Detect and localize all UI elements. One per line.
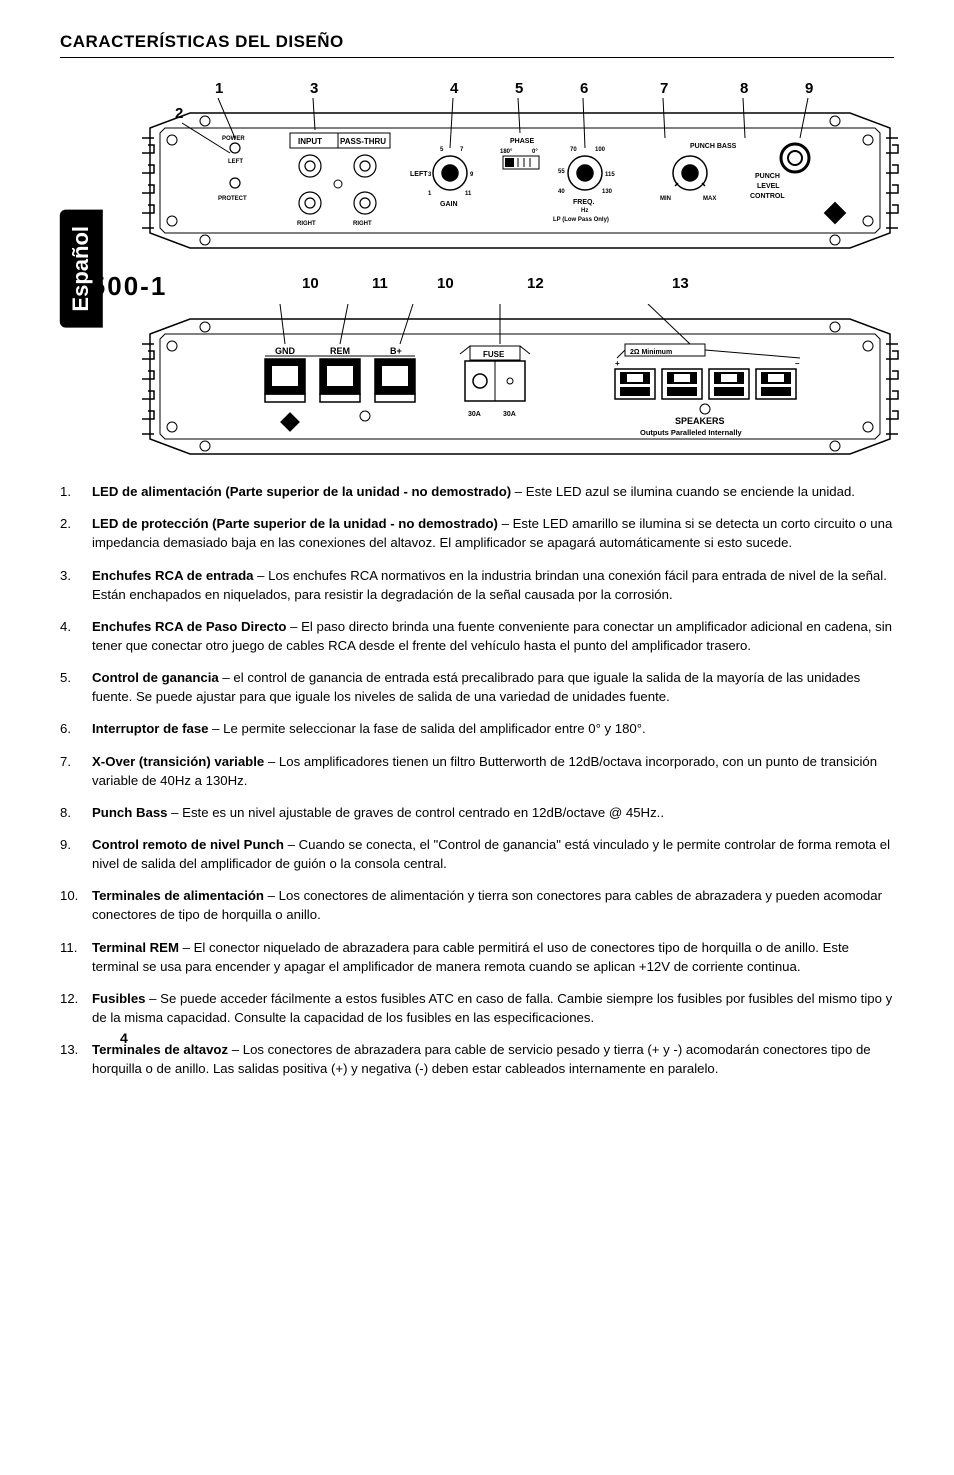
svg-text:180°: 180° <box>500 149 513 155</box>
callout-2: 2 <box>175 105 183 122</box>
svg-text:11: 11 <box>465 191 472 197</box>
top-panel-diagram: 1 3 4 5 6 7 8 9 2 POWER LEFT PROTECT INP… <box>100 78 900 258</box>
svg-text:Outputs Paralleled Internally: Outputs Paralleled Internally <box>640 428 743 437</box>
svg-text:GAIN: GAIN <box>440 201 458 208</box>
svg-text:LEVEL: LEVEL <box>757 183 780 190</box>
svg-text:9: 9 <box>470 172 474 178</box>
svg-text:LP (Low Pass Only): LP (Low Pass Only) <box>553 217 609 223</box>
svg-text:5: 5 <box>440 147 444 153</box>
callout-10: 10 <box>302 275 319 292</box>
section-heading: Características del Diseño <box>60 30 894 58</box>
callout-9: 9 <box>805 80 813 97</box>
feature-item: 4.Enchufes RCA de Paso Directo – El paso… <box>60 617 894 655</box>
svg-text:Hz: Hz <box>581 208 588 214</box>
svg-text:PUNCH BASS: PUNCH BASS <box>690 143 737 150</box>
svg-text:RIGHT: RIGHT <box>353 221 372 227</box>
svg-text:GND: GND <box>275 346 296 356</box>
feature-item: 12.Fusibles – Se puede acceder fácilment… <box>60 989 894 1027</box>
svg-text:0°: 0° <box>532 149 538 155</box>
features-list: 1.LED de alimentación (Parte superior de… <box>60 482 894 1078</box>
svg-text:SPEAKERS: SPEAKERS <box>675 416 725 426</box>
feature-item: 11.Terminal REM – El conector niquelado … <box>60 938 894 976</box>
language-tab: Español <box>60 210 103 328</box>
svg-text:RIGHT: RIGHT <box>297 221 316 227</box>
callout-1: 1 <box>215 80 223 97</box>
callout-5: 5 <box>515 80 523 97</box>
callout-11: 11 <box>372 275 388 292</box>
feature-item: 8.Punch Bass – Este es un nivel ajustabl… <box>60 803 894 822</box>
svg-text:LEFT: LEFT <box>410 171 428 178</box>
svg-text:100: 100 <box>595 147 606 153</box>
feature-item: 6.Interruptor de fase – Le permite selec… <box>60 719 894 738</box>
callout-13: 13 <box>672 275 689 292</box>
svg-text:POWER: POWER <box>222 136 245 142</box>
svg-text:7: 7 <box>460 147 464 153</box>
svg-text:–: – <box>795 359 800 368</box>
callout-4: 4 <box>450 80 459 97</box>
svg-text:PROTECT: PROTECT <box>218 196 247 202</box>
feature-item: 10.Terminales de alimentación – Los cone… <box>60 886 894 924</box>
svg-text:REM: REM <box>330 346 350 356</box>
feature-item: 2.LED de protección (Parte superior de l… <box>60 514 894 552</box>
svg-text:PASS-THRU: PASS-THRU <box>340 137 386 146</box>
svg-text:PHASE: PHASE <box>510 138 534 145</box>
feature-item: 7.X-Over (transición) variable – Los amp… <box>60 752 894 790</box>
svg-text:30A: 30A <box>503 411 516 418</box>
svg-text:70: 70 <box>570 147 577 153</box>
svg-text:PUNCH: PUNCH <box>755 173 780 180</box>
svg-text:B+: B+ <box>390 346 402 356</box>
svg-text:55: 55 <box>558 169 565 175</box>
svg-text:INPUT: INPUT <box>298 137 322 146</box>
callout-6: 6 <box>580 80 588 97</box>
bottom-panel-diagram: GND REM B+ FUSE 30A 30A 2Ω Minimum + – <box>100 304 900 464</box>
svg-text:+: + <box>615 359 620 368</box>
svg-text:115: 115 <box>605 172 615 178</box>
feature-item: 5.Control de ganancia – el control de ga… <box>60 668 894 706</box>
diagram-area: 1 3 4 5 6 7 8 9 2 POWER LEFT PROTECT INP… <box>60 78 894 464</box>
svg-text:LEFT: LEFT <box>228 159 243 165</box>
feature-item: 13.Terminales de altavoz – Los conectore… <box>60 1040 894 1078</box>
feature-item: 1.LED de alimentación (Parte superior de… <box>60 482 894 501</box>
page-number: 4 <box>120 1029 128 1049</box>
svg-text:CONTROL: CONTROL <box>750 193 785 200</box>
svg-text:MAX: MAX <box>703 196 716 202</box>
callout-3: 3 <box>310 80 318 97</box>
callout-12: 12 <box>527 275 544 292</box>
feature-item: 3.Enchufes RCA de entrada – Los enchufes… <box>60 566 894 604</box>
svg-text:1: 1 <box>428 191 432 197</box>
callout-8: 8 <box>740 80 748 97</box>
callout-10b: 10 <box>437 275 454 292</box>
svg-text:MIN: MIN <box>660 196 671 202</box>
callout-7: 7 <box>660 80 668 97</box>
svg-text:2Ω Minimum: 2Ω Minimum <box>630 349 672 356</box>
svg-text:FUSE: FUSE <box>483 350 505 359</box>
feature-item: 9.Control remoto de nivel Punch – Cuando… <box>60 835 894 873</box>
svg-text:3: 3 <box>428 172 432 178</box>
svg-text:FREQ.: FREQ. <box>573 199 594 206</box>
svg-text:130: 130 <box>602 189 613 195</box>
svg-text:40: 40 <box>558 189 565 195</box>
svg-text:30A: 30A <box>468 411 481 418</box>
